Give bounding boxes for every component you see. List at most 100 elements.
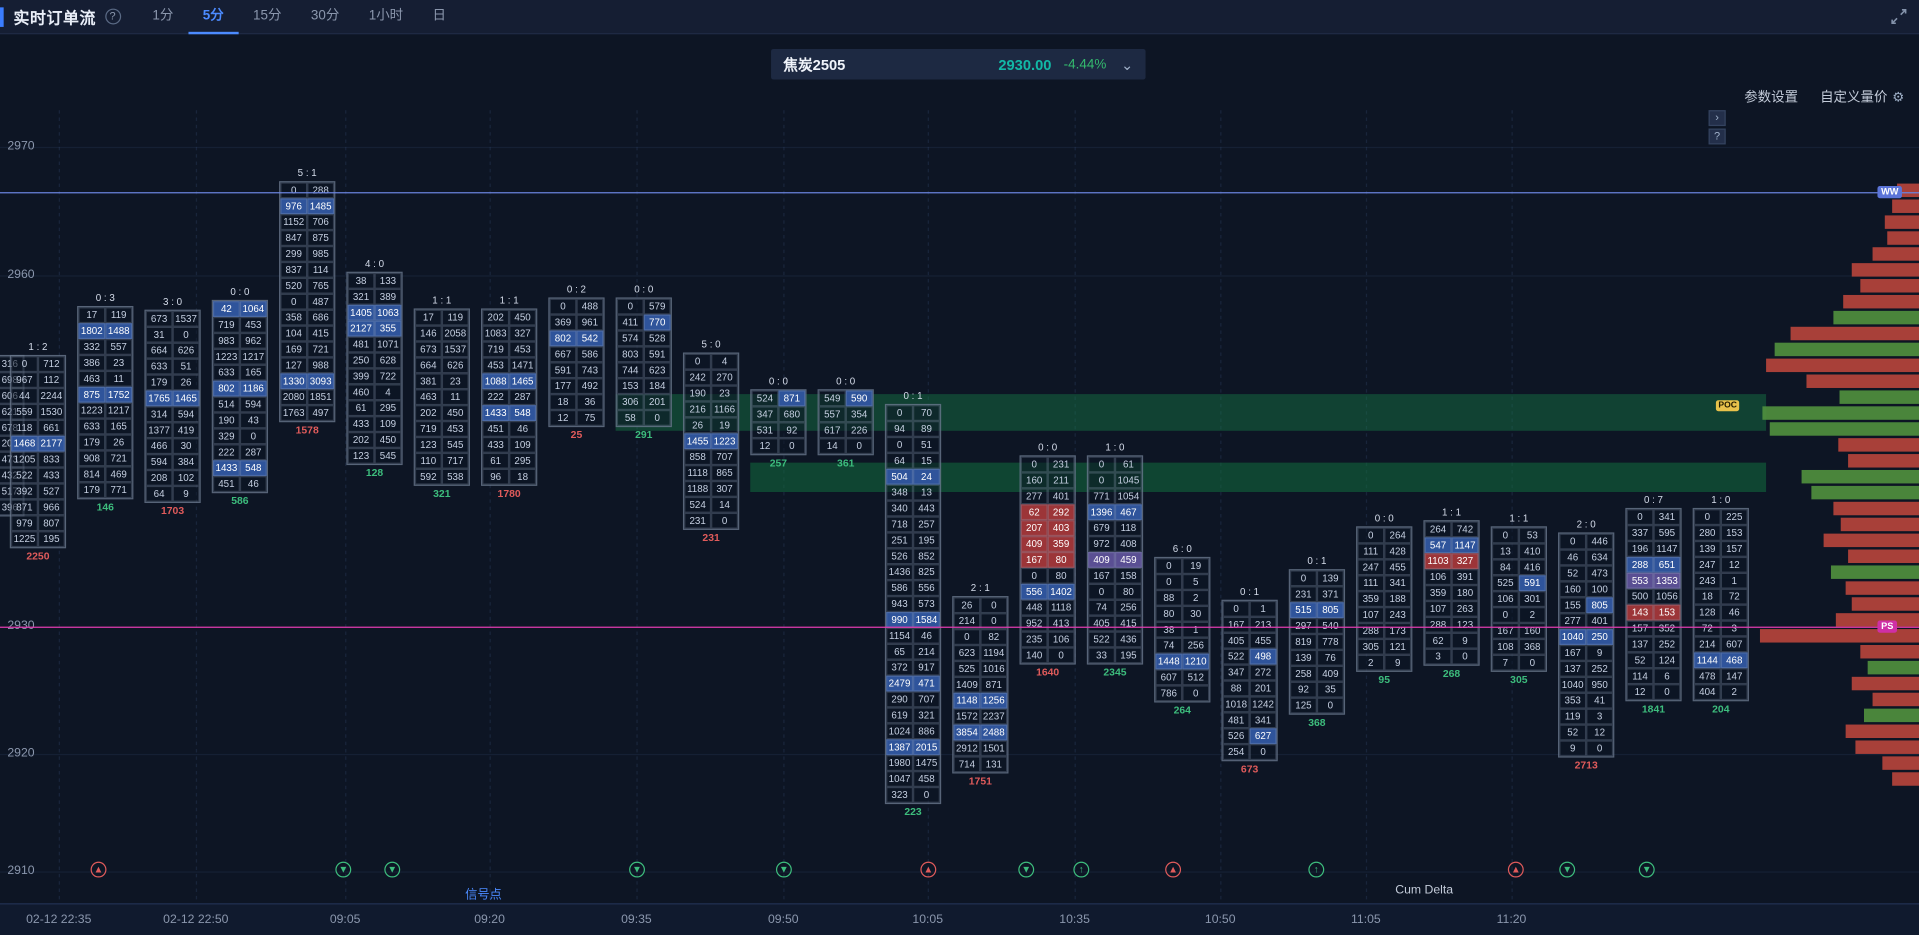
ask-volume-cell: 706 [307,214,335,231]
footprint-row: 52 12 [1559,724,1614,741]
bid-volume-cell: 967 [11,372,38,388]
footprint-column: 6 : 0 0 19 0 5 88 2 80 30 38 1 74 256 1448 1210 607 512 7… [1154,541,1211,716]
bid-volume-cell: 520 [280,277,308,294]
footprint-row: 0 341 [1626,509,1681,526]
bid-volume-cell: 94 [886,421,914,437]
volume-profile-bar [1851,597,1919,611]
ask-volume-cell: 950 [1586,676,1614,693]
footprint-row: 1188 307 [684,480,739,497]
footprint-row: 250 628 [347,352,402,369]
footprint-row: 64 9 [145,485,200,502]
fullscreen-icon[interactable] [1891,8,1907,31]
footprint-row: 0 80 [1020,567,1075,584]
footprint-row: 386 23 [78,354,133,371]
ask-volume-cell: 0 [980,613,1008,630]
ask-volume-cell: 707 [913,691,940,708]
footprint-row: 972 408 [1088,536,1142,552]
time-axis-label: 09:20 [474,913,505,927]
bid-volume-cell: 633 [212,364,240,381]
bid-volume-cell: 1980 [886,755,914,772]
bid-volume-cell: 943 [886,596,914,612]
footprint-row: 52 124 [1626,652,1681,669]
footprint-row: 74 256 [1155,637,1210,654]
footprint-grid: 0 61 0 1045 771 1054 1396 467 679 118 972 408 409 459… [1086,455,1144,665]
footprint-row: 297540 [1289,618,1344,634]
volume-profile-bar [1882,756,1919,770]
footprint-row: 14 0 [818,438,873,455]
tab-period-5分[interactable]: 5分 [188,0,239,34]
footprint-row: 214 607 [1693,636,1748,653]
bid-volume-cell: 247 [1357,559,1385,576]
footprint-row: 409 359 [1020,536,1075,552]
footprint-row: 139 157 [1693,540,1748,557]
time-axis[interactable]: 02-12 22:35 02-12 22:50 09:05 09:20 09:35 09:… [0,903,1919,935]
ask-volume-cell: 26 [105,434,133,451]
footprint-column: 1 : 0 0 61 0 1045 771 1054 1396 467 679 118 972 408 4… [1086,439,1144,678]
footprint-row: 392 527 [11,483,65,500]
ask-volume-cell: 301 [1518,591,1546,608]
bid-volume-cell: 1433 [482,405,510,422]
footprint-row: 18 72 [1693,588,1748,605]
ask-volume-cell: 443 [913,500,940,517]
footprint-row: 190 43 [212,412,267,429]
ask-volume-cell: 548 [509,405,537,422]
settings-link[interactable]: 参数设置 [1744,90,1799,106]
ask-volume-cell: 30 [1182,605,1210,622]
bid-volume-cell: 167 [1491,622,1519,639]
ask-volume-cell: 573 [913,596,940,612]
footprint-grid: 202 450 1083 327 719 453 453 1471 1088 1465 222 287… [480,308,538,486]
ask-volume-cell: 6 [1653,668,1681,685]
ask-volume-cell: 257 [913,516,940,533]
bid-volume-cell: 214 [953,613,981,630]
time-axis-label: 11:20 [1496,913,1527,927]
volume-profile-bar [1840,517,1919,532]
ask-volume-cell: 2177 [37,435,65,452]
footprint-grid: 0 1 167 213 405 455 522 498 347 272 88 201 1018 1242 4… [1221,599,1278,762]
ask-volume-cell: 1475 [913,755,940,772]
footprint-row: 137 252 [1559,660,1614,677]
ask-volume-cell: 2488 [980,724,1008,741]
ask-volume-cell: 1217 [105,402,133,419]
bid-volume-cell: 208 [145,469,173,486]
collapse-button[interactable]: › [1708,110,1726,127]
footprint-row: 139 76 [1289,649,1344,666]
ask-volume-cell: 341 [1249,712,1277,729]
footprint-row: 619 321 [886,707,940,724]
bid-volume-cell: 2127 [347,320,375,337]
footprint-grid: 26 0 214 0 0 82 623 1194 525 1016 1409 871 1148 1256 1… [952,596,1009,774]
tab-period-1小时[interactable]: 1小时 [368,7,404,23]
bid-volume-cell: 72 [1693,620,1721,637]
custom-volume-link[interactable]: 自定义量价 ⚙ [1820,87,1904,107]
footprint-grid: 0 19 0 5 88 2 80 30 38 1 74 256 1448 1210 607 512 786 0 [1154,556,1211,703]
ask-volume-cell: 256 [1114,599,1142,616]
footprint-row: 1144 468 [1693,652,1748,669]
tab-period-1分[interactable]: 1分 [152,7,174,23]
bid-volume-cell: 26 [953,597,981,614]
tab-period-15分[interactable]: 15分 [253,7,282,23]
ask-volume-cell: 9 [1586,644,1614,661]
help-button[interactable]: ? [1708,128,1726,145]
instrument-selector[interactable]: 焦炭2505 2930.00 -4.44% ⌄ [771,48,1146,80]
bid-volume-cell: 0 [1020,567,1048,584]
footprint-row: 208 102 [145,469,200,486]
footprint-row: 17 119 [414,309,469,326]
ask-volume-cell: 352 [1653,620,1681,637]
footprint-row: 1455 1223 [684,433,739,450]
footprint-row: 719 453 [212,316,267,333]
ask-volume-cell: 498 [1249,648,1277,665]
bid-volume-cell: 179 [145,374,173,391]
bid-volume-cell: 123 [347,447,375,464]
ask-volume-cell: 288 [307,182,335,199]
footprint-row: 453 1471 [482,357,537,374]
footprint-row: 718 257 [886,516,940,533]
footprint-grid: 0 70 94 89 0 51 64 15 504 24 348 13 340 443 718 257 251 1… [884,403,942,805]
instrument-price: 2930.00 [998,55,1052,73]
tab-period-日[interactable]: 日 [432,7,446,23]
bid-volume-cell: 1188 [684,480,712,497]
ask-volume-cell: 1054 [1114,488,1142,505]
ask-volume-cell: 871 [778,390,806,407]
tab-period-30分[interactable]: 30分 [310,7,340,23]
help-icon[interactable]: ? [104,8,121,25]
